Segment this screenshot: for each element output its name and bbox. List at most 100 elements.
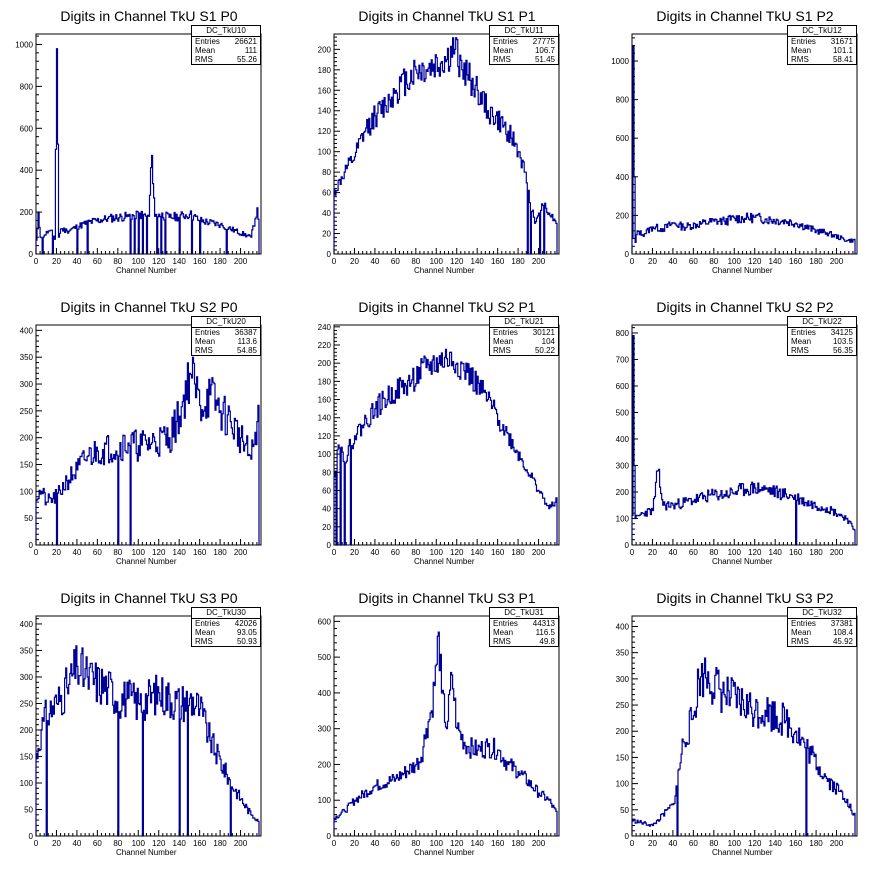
y-tick-label: 250 — [20, 407, 34, 416]
stats-rms-value: 55.26 — [236, 55, 257, 64]
plot-frame — [333, 615, 560, 837]
y-tick-label: 0 — [29, 541, 34, 550]
stats-mean-row: Mean 106.7 — [490, 46, 558, 55]
y-tick-label: 20 — [322, 523, 331, 532]
x-tick-label: 100 — [132, 548, 146, 557]
stats-entries-row: Entries 44313 — [490, 619, 558, 628]
y-tick-label: 160 — [318, 396, 332, 405]
y-tick-label: 0 — [625, 541, 630, 550]
stats-rms-value: 56.35 — [832, 346, 853, 355]
x-tick-label: 140 — [471, 839, 485, 848]
x-tick-label: 20 — [350, 548, 359, 557]
stats-entries-label: Entries — [791, 37, 816, 46]
y-tick-label: 200 — [318, 760, 332, 769]
y-tick-label: 100 — [20, 779, 34, 788]
x-tick-label: 160 — [491, 257, 505, 266]
x-tick-label: 60 — [391, 548, 400, 557]
histogram-svg: 0 20 40 60 80 100 120 140 160 180 200 0 20 40 60 80 100 1… — [318, 323, 560, 557]
y-tick-label: 400 — [318, 689, 332, 698]
stats-entries-value: 37381 — [830, 619, 853, 628]
y-tick-label: 0 — [327, 541, 332, 550]
x-tick-label: 140 — [173, 548, 187, 557]
x-tick-label: 80 — [411, 839, 420, 848]
stats-rms-value: 49.8 — [539, 637, 555, 646]
chart-title: Digits in Channel TkU S2 P1 — [358, 299, 536, 315]
x-tick-label: 200 — [830, 257, 844, 266]
x-tick-label: 0 — [332, 839, 337, 848]
y-tick-label: 350 — [20, 353, 34, 362]
stats-histogram-name: DC_TkU30 — [192, 608, 260, 619]
y-tick-label: 600 — [616, 134, 630, 143]
stats-rms-label: RMS — [195, 55, 213, 64]
stats-entries-value: 27775 — [532, 37, 555, 46]
stats-rms-row: RMS 58.41 — [788, 55, 856, 64]
x-tick-label: 160 — [491, 839, 505, 848]
stats-entries-value: 42026 — [234, 619, 257, 628]
stats-entries-label: Entries — [493, 328, 518, 337]
x-tick-label: 80 — [411, 548, 420, 557]
x-axis-title: Channel Number — [116, 557, 177, 566]
x-tick-label: 40 — [370, 839, 379, 848]
histogram-series — [333, 631, 558, 836]
y-tick-label: 350 — [20, 646, 34, 655]
x-tick-label: 140 — [471, 548, 485, 557]
y-tick-label: 400 — [20, 326, 34, 335]
x-axis-title: Channel Number — [116, 848, 177, 857]
histogram-svg: 0 20 40 60 80 100 120 140 160 180 200 0 100 200 300 400… — [318, 615, 560, 848]
x-tick-label: 160 — [789, 257, 803, 266]
stats-rms-label: RMS — [493, 346, 511, 355]
x-tick-label: 120 — [152, 257, 166, 266]
y-tick-label: 700 — [616, 355, 630, 364]
x-tick-label: 0 — [332, 548, 337, 557]
stats-rms-value: 54.85 — [236, 346, 257, 355]
stats-histogram-name: DC_TkU11 — [490, 26, 558, 37]
x-tick-label: 140 — [173, 257, 187, 266]
y-tick-label: 200 — [616, 727, 630, 736]
histogram-panel: Digits in Channel TkU S2 P2 0 20 40 60 80 100 1… — [596, 291, 894, 582]
stats-mean-label: Mean — [493, 628, 514, 637]
histogram-panel: Digits in Channel TkU S1 P1 0 20 40 60 80 100 1… — [298, 0, 596, 291]
stats-mean-row: Mean 103.5 — [788, 337, 856, 346]
x-tick-label: 100 — [728, 257, 742, 266]
x-tick-label: 100 — [728, 839, 742, 848]
x-tick-label: 80 — [709, 548, 718, 557]
y-tick-label: 300 — [616, 461, 630, 470]
stats-mean-label: Mean — [493, 337, 514, 346]
x-tick-label: 140 — [471, 257, 485, 266]
x-axis-title: Channel Number — [414, 266, 475, 275]
x-tick-label: 40 — [72, 839, 81, 848]
stats-entries-row: Entries 27775 — [490, 37, 558, 46]
x-tick-label: 20 — [52, 839, 61, 848]
x-tick-label: 180 — [809, 257, 823, 266]
stats-entries-label: Entries — [195, 37, 220, 46]
y-tick-label: 50 — [24, 514, 33, 523]
chart-title: Digits in Channel TkU S2 P0 — [60, 299, 238, 315]
x-tick-label: 180 — [213, 839, 227, 848]
x-tick-label: 60 — [689, 257, 698, 266]
stats-box: DC_TkU31 Entries 44313 Mean 116.5 RMS 49.8 — [489, 607, 559, 647]
x-tick-label: 100 — [132, 257, 146, 266]
stats-mean-value: 93.05 — [236, 628, 257, 637]
stats-rms-row: RMS 49.8 — [490, 637, 558, 646]
plot-frame — [631, 324, 858, 546]
y-tick-label: 250 — [20, 699, 34, 708]
x-tick-label: 120 — [450, 839, 464, 848]
x-tick-label: 20 — [648, 548, 657, 557]
histogram-svg: 0 20 40 60 80 100 120 140 160 180 200 0 20 40 60 80 100 1… — [318, 33, 560, 266]
x-tick-label: 80 — [709, 839, 718, 848]
x-tick-label: 200 — [234, 548, 248, 557]
y-tick-label: 150 — [616, 753, 630, 762]
x-axis-title: Channel Number — [414, 557, 475, 566]
x-tick-label: 100 — [430, 839, 444, 848]
plot-frame — [35, 324, 262, 546]
stats-rms-value: 51.45 — [534, 55, 555, 64]
histogram-svg: 0 20 40 60 80 100 120 140 160 180 200 0 50 100 150 200 2… — [616, 615, 858, 848]
y-tick-label: 180 — [318, 66, 332, 75]
histogram-panel: Digits in Channel TkU S2 P1 0 20 40 60 80 100 1… — [298, 291, 596, 582]
x-tick-label: 120 — [748, 257, 762, 266]
y-tick-label: 220 — [318, 341, 332, 350]
x-tick-label: 120 — [748, 548, 762, 557]
y-tick-label: 150 — [20, 752, 34, 761]
stats-box: DC_TkU21 Entries 30121 Mean 104 RMS 50.22 — [489, 316, 559, 356]
stats-entries-row: Entries 42026 — [192, 619, 260, 628]
